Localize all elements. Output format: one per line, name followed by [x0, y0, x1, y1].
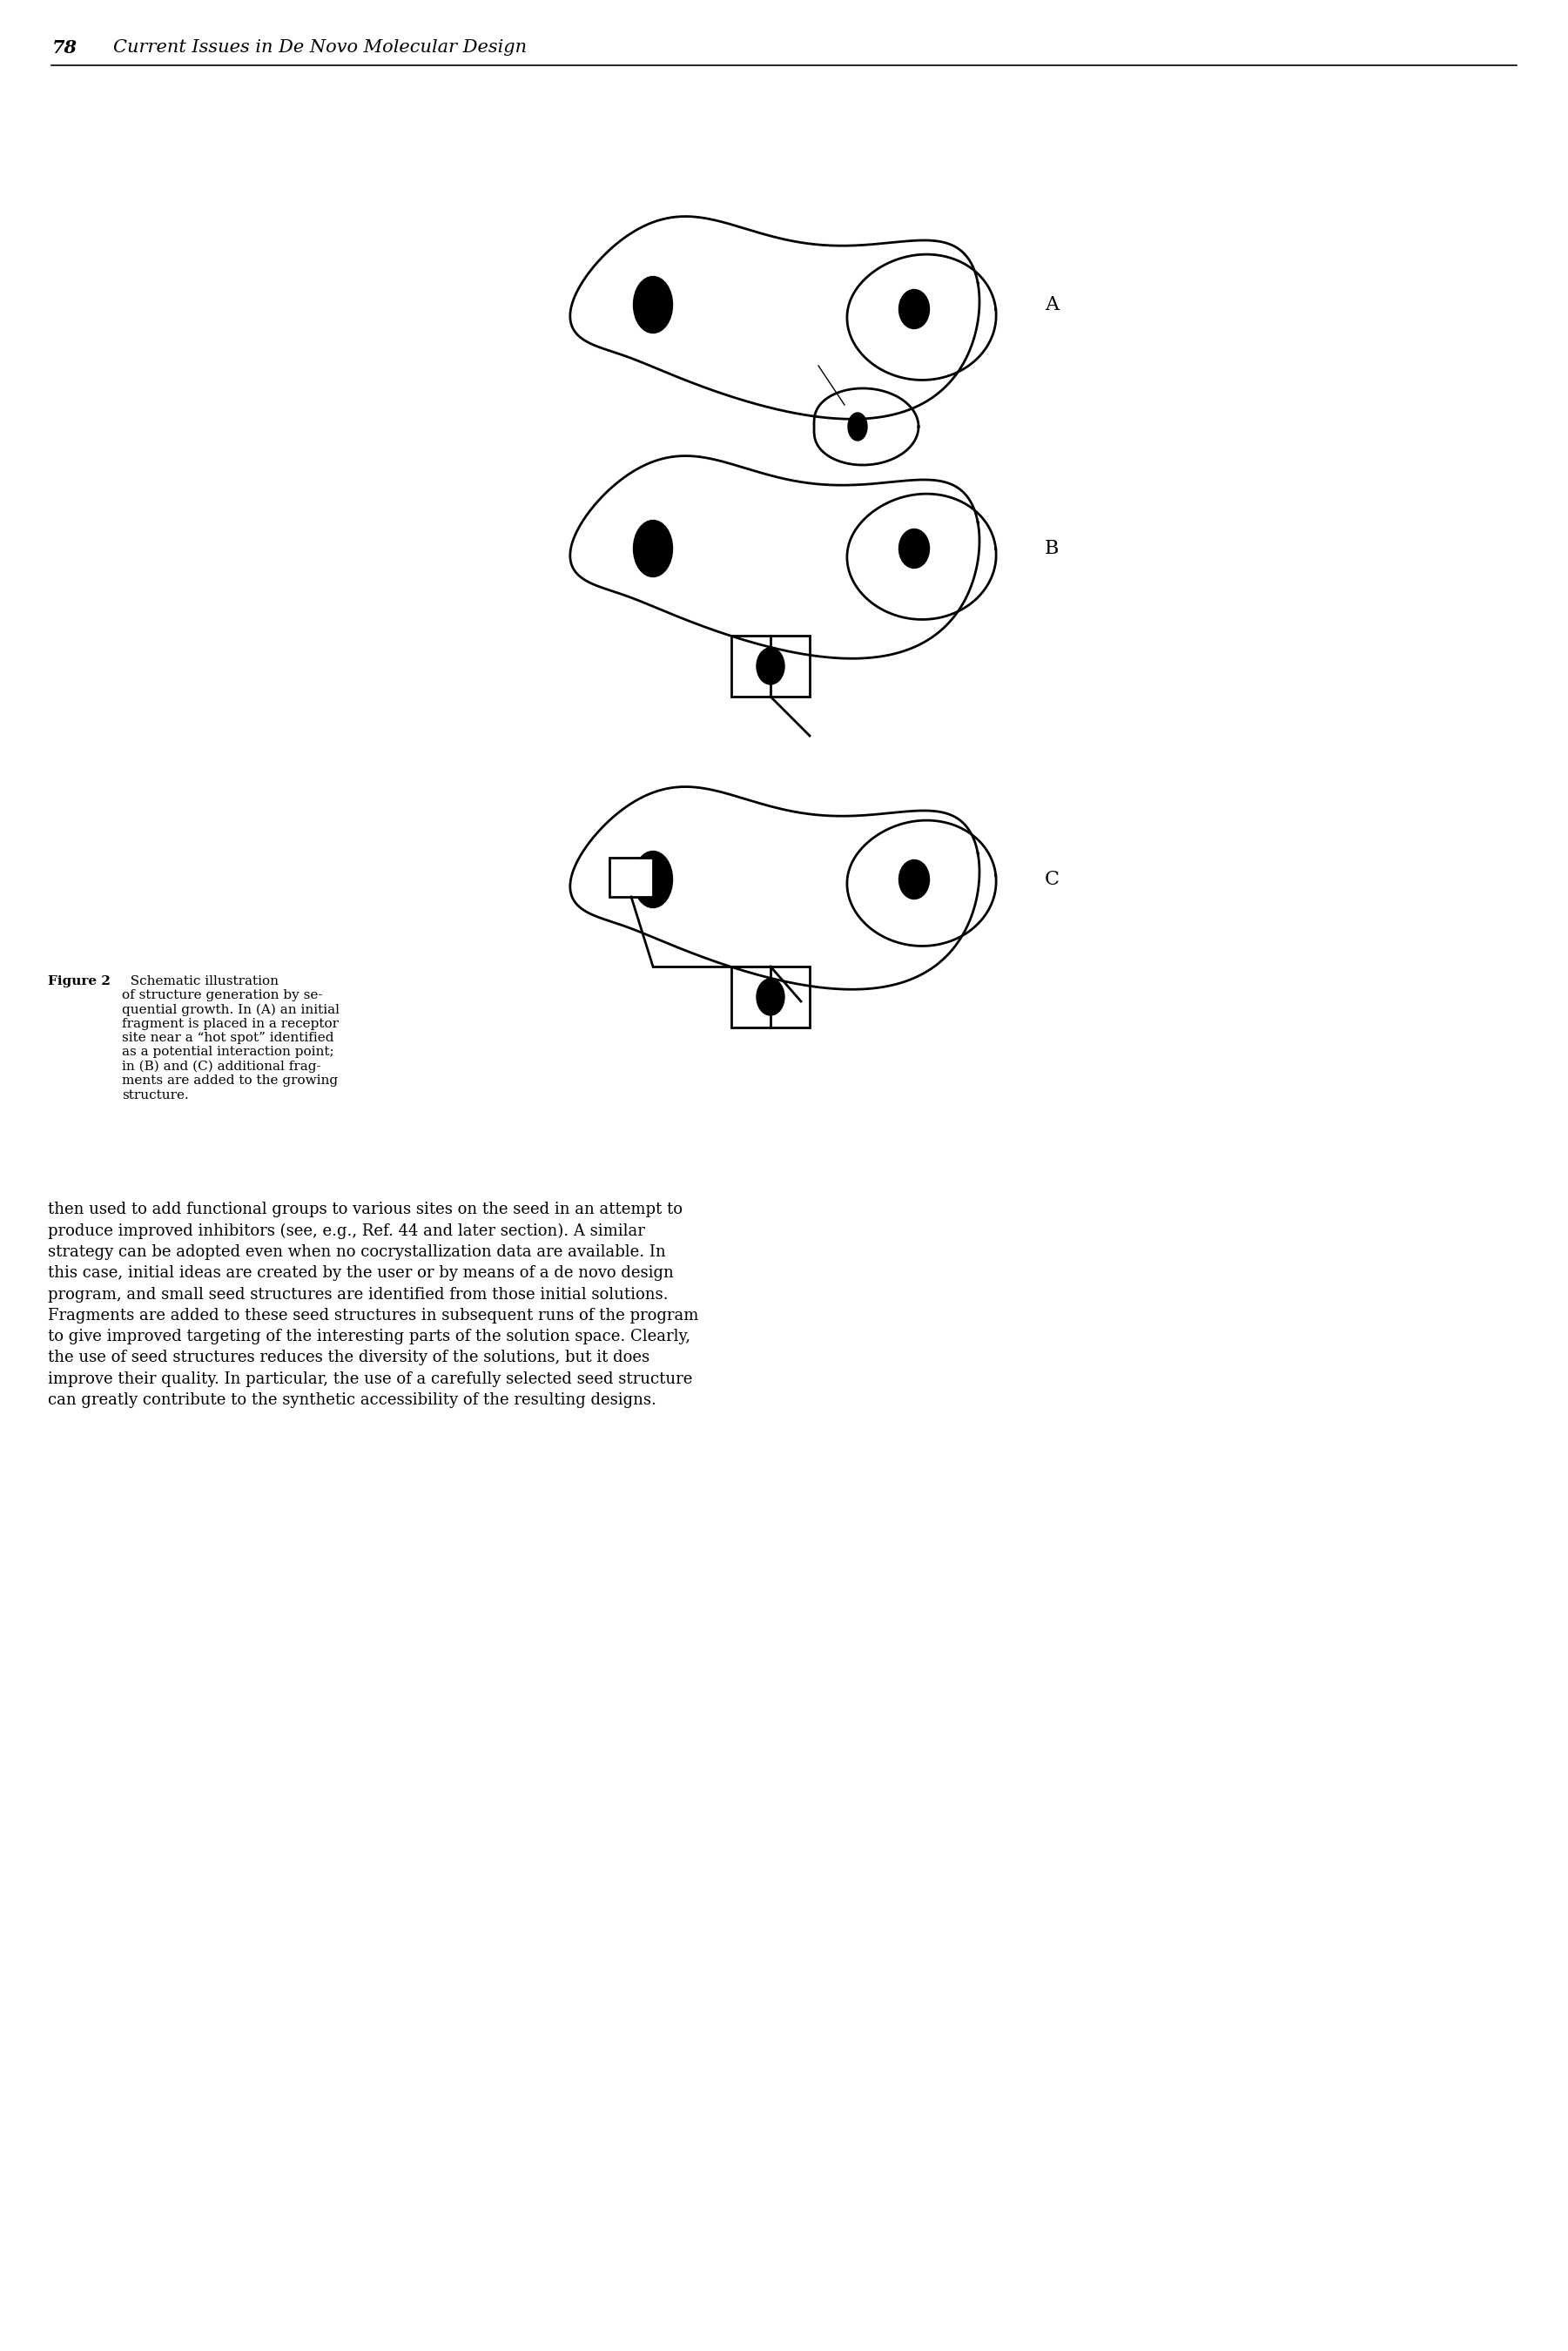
Ellipse shape	[633, 520, 673, 576]
Text: then used to add functional groups to various sites on the seed in an attempt to: then used to add functional groups to va…	[49, 1201, 699, 1408]
Ellipse shape	[633, 277, 673, 334]
Ellipse shape	[757, 978, 784, 1016]
Ellipse shape	[633, 851, 673, 907]
Text: Figure 2: Figure 2	[49, 976, 110, 987]
Text: B: B	[1044, 538, 1058, 557]
Ellipse shape	[757, 649, 784, 684]
Text: C: C	[1044, 870, 1060, 889]
Ellipse shape	[848, 414, 867, 440]
Ellipse shape	[898, 289, 930, 329]
Text: Schematic illustration
of structure generation by se-
quential growth. In (A) an: Schematic illustration of structure gene…	[122, 976, 340, 1100]
FancyBboxPatch shape	[731, 635, 809, 696]
FancyBboxPatch shape	[731, 966, 809, 1027]
Text: Current Issues in De Novo Molecular Design: Current Issues in De Novo Molecular Desi…	[113, 40, 527, 56]
Text: 78: 78	[52, 40, 77, 56]
Ellipse shape	[898, 529, 930, 569]
Text: A: A	[1044, 296, 1058, 315]
Ellipse shape	[898, 860, 930, 898]
FancyBboxPatch shape	[610, 858, 652, 896]
